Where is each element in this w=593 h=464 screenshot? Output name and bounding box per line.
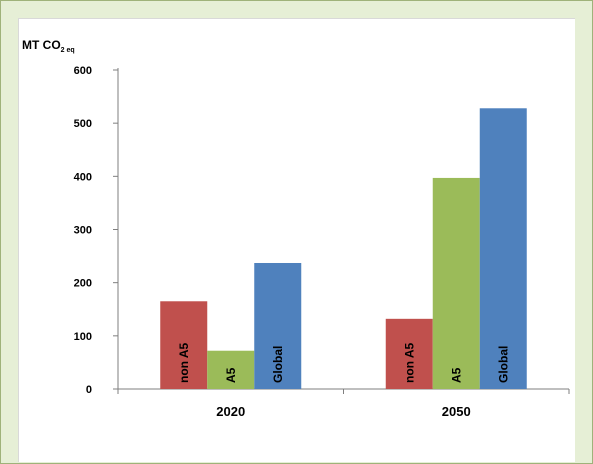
y-axis-unit-label: MT CO2 eq — [22, 38, 75, 54]
bar-global-2020 — [254, 262, 302, 389]
y-axis-unit-subscript: 2 eq — [61, 47, 75, 54]
bar-label: non A5 — [177, 342, 191, 383]
y-tick-label: 300 — [74, 225, 92, 237]
y-tick-label: 600 — [74, 65, 92, 77]
bar-non-a5-2020 — [160, 301, 208, 389]
y-tick-label: 200 — [74, 278, 92, 290]
x-category-label: 2050 — [442, 404, 471, 419]
bar-global-2050 — [479, 108, 527, 389]
bar-label: A5 — [224, 367, 238, 383]
y-axis-unit-main: MT CO — [22, 38, 61, 52]
bar-a5-2050 — [432, 177, 480, 389]
bar-label: A5 — [449, 367, 463, 383]
bar-label: Global — [496, 346, 510, 383]
bar-non-a5-2050 — [385, 318, 433, 389]
bar-a5-2020 — [207, 350, 255, 389]
y-tick-label: 400 — [74, 171, 92, 183]
y-tick-label: 500 — [74, 118, 92, 130]
bar-label: Global — [271, 346, 285, 383]
y-tick-label: 100 — [74, 331, 92, 343]
bar-label: non A5 — [402, 342, 416, 383]
y-tick-label: 0 — [86, 384, 92, 396]
x-category-label: 2020 — [216, 404, 245, 419]
